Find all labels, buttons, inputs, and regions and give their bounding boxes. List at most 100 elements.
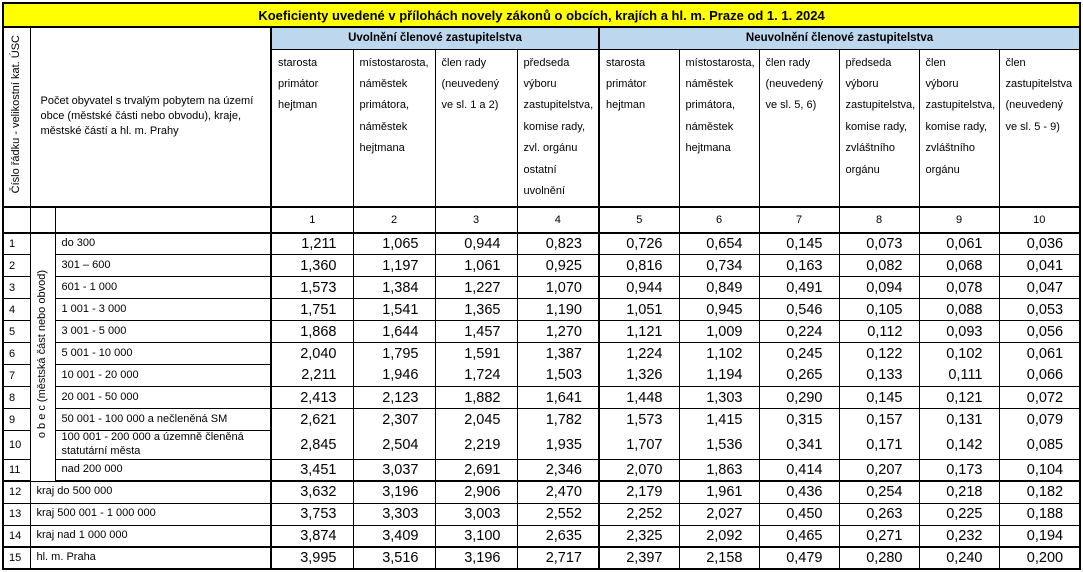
column-header-8: předseda výboru zastupitelstva, komise r…: [838, 48, 920, 208]
value-cell: 1,360: [270, 254, 354, 278]
value-cell: 0,265: [758, 364, 840, 388]
value-cell: 3,632: [270, 480, 354, 504]
value-cell: 1,224: [598, 342, 680, 365]
value-cell: 0,465: [758, 524, 840, 549]
row-number: 3: [2, 276, 31, 300]
value-cell: 0,094: [838, 276, 920, 300]
column-number: 9: [918, 206, 1000, 234]
value-cell: 0,182: [998, 480, 1082, 504]
row-number: 4: [2, 298, 31, 322]
row-axis-label: Číslo řádku - velikostní kat. ÚSC: [10, 35, 23, 194]
value-cell: 1,051: [598, 298, 680, 322]
row-number: 10: [2, 430, 31, 460]
value-cell: 1,707: [598, 430, 680, 460]
value-cell: 3,995: [270, 546, 354, 570]
column-header-4: předseda výboru zastupitelstva, komise r…: [516, 48, 600, 208]
value-cell: 2,307: [352, 408, 436, 431]
value-cell: 0,173: [918, 458, 1000, 483]
value-cell: 1,270: [516, 320, 600, 344]
value-cell: 2,040: [270, 342, 354, 365]
row-label: kraj nad 1 000 000: [29, 524, 272, 549]
value-cell: 0,073: [838, 232, 920, 256]
value-cell: 3,451: [270, 458, 354, 483]
value-cell: 0,726: [598, 232, 680, 256]
value-cell: 0,816: [598, 254, 680, 278]
value-cell: 1,591: [434, 342, 518, 365]
table-row: 9 50 001 - 100 000 a nečleněná SM 2,621 2,3…: [2, 408, 1082, 432]
value-cell: 1,065: [352, 232, 436, 256]
table-row: 15 hl. m. Praha 3,995 3,516 3,196 2,717 2,397 2…: [2, 546, 1082, 570]
value-cell: 0,085: [998, 430, 1082, 460]
value-cell: 1,197: [352, 254, 436, 278]
row-label: 5 001 - 10 000: [54, 342, 272, 366]
value-cell: 0,280: [838, 546, 920, 570]
value-cell: 0,218: [918, 480, 1000, 504]
value-cell: 0,078: [918, 276, 1000, 300]
value-cell: 3,303: [352, 502, 436, 526]
value-cell: 1,961: [678, 480, 760, 504]
column-number: 6: [678, 206, 760, 234]
value-cell: 1,536: [678, 430, 760, 460]
row-number: 13: [2, 502, 31, 526]
value-cell: 0,047: [998, 276, 1082, 300]
value-cell: 0,546: [758, 298, 840, 322]
row-label: 301 – 600: [54, 254, 272, 278]
value-cell: 1,061: [434, 254, 518, 278]
value-cell: 1,102: [678, 342, 760, 365]
value-cell: 0,056: [998, 320, 1082, 344]
value-cell: 0,194: [998, 524, 1082, 549]
row-label: kraj 500 001 - 1 000 000: [29, 502, 272, 526]
row-label: 601 - 1 000: [54, 276, 272, 300]
value-cell: 0,341: [758, 430, 840, 460]
value-cell: 1,303: [678, 386, 760, 410]
value-cell: 0,450: [758, 502, 840, 526]
column-header-2: místostarosta, náměstek primátora, náměs…: [352, 48, 436, 208]
value-cell: 0,145: [758, 232, 840, 256]
value-cell: 3,409: [352, 524, 436, 549]
value-cell: 2,717: [516, 546, 600, 570]
value-cell: 2,906: [434, 480, 518, 504]
value-cell: 1,795: [352, 342, 436, 365]
row-number: 15: [2, 546, 31, 570]
column-header-7: člen rady (neuvedený ve sl. 5, 6): [758, 48, 840, 208]
population-header: Počet obyvatel s trvalým pobytem na územ…: [29, 26, 272, 208]
value-cell: 3,100: [434, 524, 518, 549]
value-cell: 0,225: [918, 502, 1000, 526]
value-cell: 3,196: [352, 480, 436, 504]
value-cell: 1,541: [352, 298, 436, 322]
row-number: 7: [2, 364, 31, 388]
row-label: hl. m. Praha: [29, 546, 272, 570]
value-cell: 2,179: [598, 480, 680, 504]
value-cell: 2,552: [516, 502, 600, 526]
row-number: 9: [2, 408, 31, 432]
value-cell: 2,691: [434, 458, 518, 483]
value-cell: 1,387: [516, 342, 600, 365]
value-cell: 0,271: [838, 524, 920, 549]
value-cell: 0,254: [838, 480, 920, 504]
value-cell: 1,194: [678, 364, 760, 388]
value-cell: 1,782: [516, 408, 600, 431]
value-cell: 2,027: [678, 502, 760, 526]
table-row: 11 nad 200 000 3,451 3,037 2,691 2,346 2,070 1,…: [2, 458, 1082, 483]
value-cell: 1,009: [678, 320, 760, 344]
value-cell: 0,944: [434, 232, 518, 256]
empty-cell: [29, 206, 56, 234]
value-cell: 1,384: [352, 276, 436, 300]
value-cell: 0,111: [918, 364, 1000, 388]
obec-group-label: o b e c (městská část nebo obvod): [29, 232, 56, 482]
value-cell: 0,171: [838, 430, 920, 460]
value-cell: 3,003: [434, 502, 518, 526]
value-cell: 0,207: [838, 458, 920, 483]
value-cell: 0,945: [678, 298, 760, 322]
value-cell: 3,516: [352, 546, 436, 570]
value-cell: 1,751: [270, 298, 354, 322]
row-label: kraj do 500 000: [29, 480, 272, 504]
empty-cell: [2, 206, 31, 234]
value-cell: 0,849: [678, 276, 760, 300]
value-cell: 1,573: [598, 408, 680, 431]
value-cell: 1,227: [434, 276, 518, 300]
column-number: 10: [998, 206, 1082, 234]
value-cell: 1,863: [678, 458, 760, 483]
value-cell: 3,196: [434, 546, 518, 570]
